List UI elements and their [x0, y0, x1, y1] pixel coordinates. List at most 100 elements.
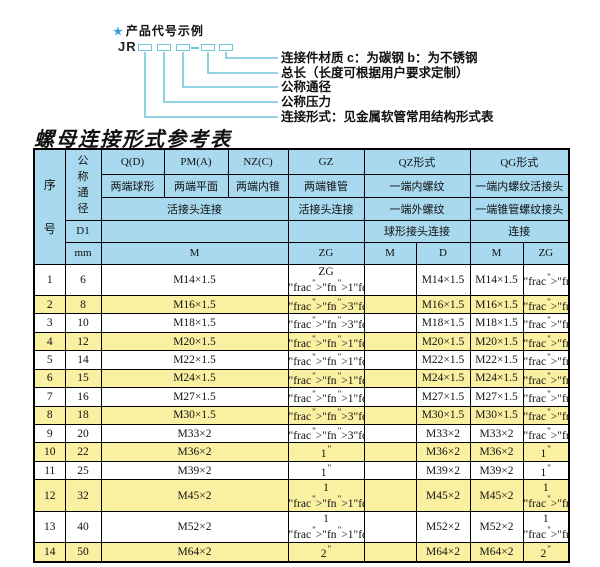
code-dash	[191, 47, 199, 49]
table-row: 716M27×1.5"frac">"fn">1"fd">2"M27×1.5M27…	[33, 387, 570, 407]
cell-zg: ZG "frac">"fn">1"fd">4"	[287, 263, 365, 297]
cell-zg: 1"	[287, 460, 365, 481]
cell-m: M24×1.5	[100, 368, 289, 389]
header-cell-qg: QG形式	[469, 148, 570, 175]
cell-no: 14	[33, 542, 66, 563]
cell-m: M20×1.5	[100, 331, 289, 352]
diagram-label-pressure: 公称压力	[281, 95, 332, 109]
table-title: 螺母连接形式参考表	[34, 127, 232, 151]
cell-qg_m: M16×1.5	[469, 295, 524, 315]
cell-zg: "frac">"fn">3"fd">4"	[287, 405, 365, 426]
cell-qg_m: M45×2	[469, 479, 524, 512]
cell-qz_d: M52×2	[415, 510, 471, 544]
cell-zg: "frac">"fn">1"fd">2"	[287, 387, 365, 407]
cell-qz_d: M24×1.5	[415, 368, 471, 389]
cell-zg: 2"	[287, 542, 365, 563]
cell-qg_m: M30×1.5	[469, 405, 524, 426]
code-prefix: JR	[118, 39, 137, 54]
diagram-title-text: 产品代号示例	[125, 24, 204, 38]
cell-qg_zg: "frac">"fn">3"fd">4"	[522, 405, 570, 426]
cell-qz_m	[363, 442, 417, 462]
cell-no: 8	[33, 405, 66, 426]
cell-m: M14×1.5	[100, 263, 289, 297]
cell-zg: "frac">"fn">3"fd">4"	[287, 424, 365, 444]
header-cell-qd: Q(D)	[100, 148, 165, 175]
header-cell-gz-sub: 两端锥管	[287, 173, 365, 198]
cell-no: 7	[33, 387, 66, 407]
header-cell-nominal-diameter: 公称通径	[64, 148, 102, 221]
cell-qz_m	[363, 405, 417, 426]
header-cell-qg-sub1: 一端内螺纹活接头	[469, 173, 570, 198]
cell-m: M27×1.5	[100, 387, 289, 407]
header-cell-zg: ZG	[287, 241, 365, 265]
header-cell-d1: D1	[64, 219, 102, 243]
cell-qg_m: M20×1.5	[469, 331, 524, 352]
cell-no: 11	[33, 460, 66, 481]
cell-qg_m: M33×2	[469, 424, 524, 444]
cell-qz_d: M22×1.5	[415, 350, 471, 370]
cell-dn: 10	[64, 313, 102, 333]
code-box-4	[201, 44, 215, 51]
cell-m: M36×2	[100, 442, 289, 462]
table-row: 310M18×1.5"frac">"fn">3"fd">8"M18×1.5M18…	[33, 313, 570, 333]
cell-zg: 1 "frac">"fn">1"fd">4"	[287, 479, 365, 512]
cell-zg: "frac">"fn">1"fd">2"	[287, 368, 365, 389]
cell-qz_d: M27×1.5	[415, 387, 471, 407]
code-box-3	[176, 44, 190, 51]
cell-no: 4	[33, 331, 66, 352]
cell-qz_m	[363, 460, 417, 481]
cell-dn: 32	[64, 479, 102, 512]
cell-zg: "frac">"fn">3"fd">8"	[287, 313, 365, 333]
cell-dn: 20	[64, 424, 102, 444]
cell-dn: 18	[64, 405, 102, 426]
header-cell-qz-d: D	[415, 241, 471, 265]
cell-qg_m: M27×1.5	[469, 387, 524, 407]
header-cell-qg-zg: ZG	[522, 241, 570, 265]
cell-qz_m	[363, 295, 417, 315]
connector-lines	[144, 52, 278, 118]
cell-zg: 1"	[287, 442, 365, 462]
cell-dn: 50	[64, 542, 102, 563]
cell-zg: "frac">"fn">3"fd">8"	[287, 295, 365, 315]
header-cell-m: M	[100, 241, 289, 265]
cell-dn: 8	[64, 295, 102, 315]
table-row: 412M20×1.5"frac">"fn">1"fd">2"M20×1.5M20…	[33, 331, 570, 352]
cell-no: 9	[33, 424, 66, 444]
cell-dn: 15	[64, 368, 102, 389]
cell-zg: "frac">"fn">1"fd">2"	[287, 350, 365, 370]
diagram-title: ★ 产品代号示例	[113, 22, 204, 39]
cell-qg_zg: "frac">"fn">1"fd">4"	[522, 263, 570, 297]
cell-qz_d: M64×2	[415, 542, 471, 563]
cell-qg_m: M39×2	[469, 460, 524, 481]
cell-dn: 40	[64, 510, 102, 544]
header-cell-qd-sub: 两端球形	[100, 173, 165, 198]
table-row: 11 25 M39×2 1" M39×2 M39×2 1"	[33, 460, 570, 481]
cell-qg_m: M52×2	[469, 510, 524, 544]
cell-qg_zg: 1"	[522, 460, 570, 481]
cell-qg_m: M24×1.5	[469, 368, 524, 389]
cell-m: M64×2	[100, 542, 289, 563]
cell-qz_d: M18×1.5	[415, 313, 471, 333]
header-cell-blank-1	[100, 219, 289, 243]
header-cell-gz: GZ	[287, 148, 365, 175]
cell-no: 1	[33, 263, 66, 297]
code-box-5	[219, 44, 233, 51]
cell-dn: 22	[64, 442, 102, 462]
cell-no: 10	[33, 442, 66, 462]
cell-m: M39×2	[100, 460, 289, 481]
star-icon: ★	[113, 26, 124, 38]
cell-qz_d: M20×1.5	[415, 331, 471, 352]
cell-m: M16×1.5	[100, 295, 289, 315]
cell-qz_d: M39×2	[415, 460, 471, 481]
table-row: 818M30×1.5"frac">"fn">3"fd">4"M30×1.5M30…	[33, 405, 570, 426]
cell-qg_zg: "frac">"fn">3"fd">4"	[522, 424, 570, 444]
cell-qg_zg: 1 "frac">"fn">1"fd">4"	[522, 479, 570, 512]
cell-qz_m	[363, 387, 417, 407]
cell-qz_d: M14×1.5	[415, 263, 471, 297]
cell-qz_d: M33×2	[415, 424, 471, 444]
cell-m: M33×2	[100, 424, 289, 444]
cell-m: M45×2	[100, 479, 289, 512]
